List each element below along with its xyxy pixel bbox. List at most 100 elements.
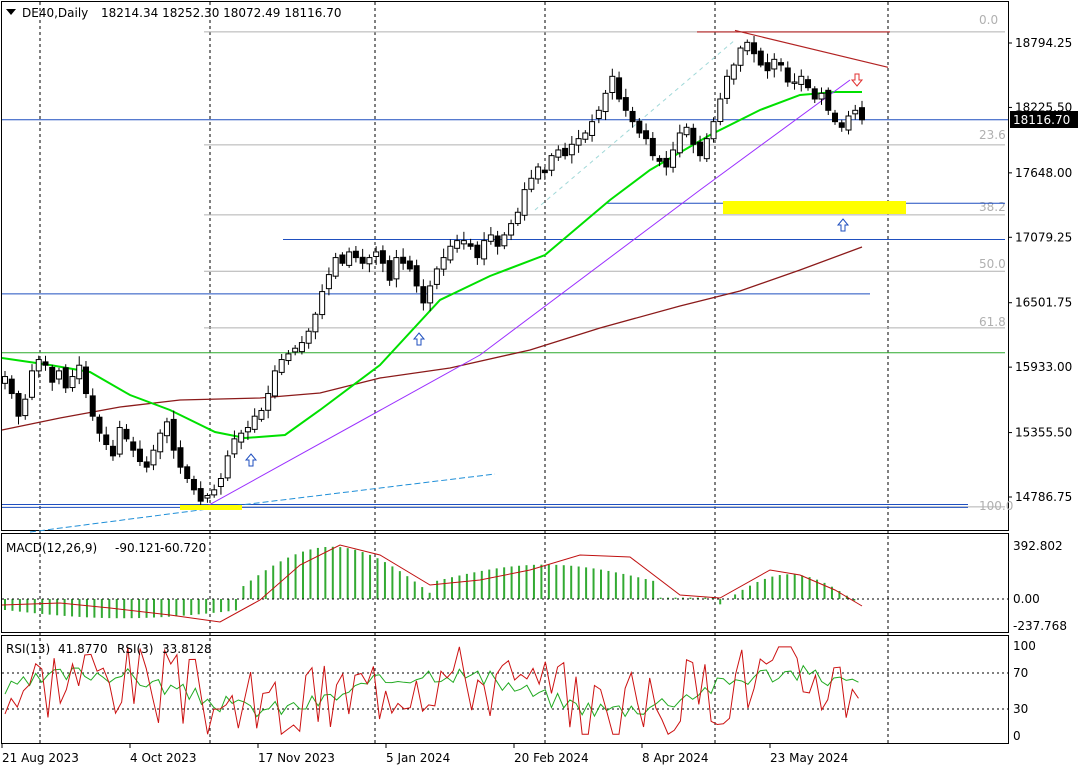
fib-label: 61.8 (979, 315, 1006, 329)
macd-indicator (1, 544, 1008, 623)
candle-body (548, 155, 555, 171)
candle-body (663, 157, 670, 168)
candle-body (325, 274, 332, 290)
candle-body (838, 122, 845, 128)
candle-body (379, 250, 386, 264)
candle-body (305, 330, 312, 344)
y-tick-label: 14786.75 (1015, 490, 1072, 504)
candle-body (157, 432, 164, 453)
candle-body (312, 313, 319, 333)
candle-body (184, 466, 191, 480)
light-dashed-line (534, 39, 736, 211)
candle-body (49, 366, 56, 383)
candle-body (832, 112, 839, 123)
candle-body (487, 234, 494, 242)
candle-body (116, 427, 123, 455)
candle-body (76, 364, 83, 380)
candle-body (109, 445, 116, 457)
candle-body (244, 427, 251, 433)
rsi-indicator (2, 646, 1008, 736)
chart-symbol: DE40,Daily (22, 6, 88, 20)
candle-body (447, 245, 454, 261)
candlesticks (2, 35, 865, 506)
candle-body (474, 244, 481, 259)
blue-dashed-line (29, 509, 201, 533)
candle-body (82, 366, 89, 395)
candle-body (784, 67, 791, 83)
x-axis: 21 Aug 2023 4 Oct 2023 17 Nov 2023 5 Jan 20… (1, 743, 848, 765)
candle-body (670, 149, 677, 168)
candle-body (703, 138, 710, 160)
current-price-badge (1010, 111, 1078, 128)
candle-body (69, 376, 76, 389)
candle-body (757, 50, 764, 66)
candle-body (28, 370, 35, 398)
candle-body (170, 418, 177, 451)
candle-body (609, 75, 616, 94)
candle-body (339, 254, 346, 264)
candle-body (562, 147, 569, 157)
candle-body (238, 432, 245, 443)
rsi-panel-frame (1, 635, 1009, 744)
candle-body (231, 438, 238, 455)
candle-body (386, 260, 393, 281)
y-axis: 18794.25 18225.50 17648.00 17079.25 16501.75… (1008, 36, 1072, 743)
candle-body (2, 376, 8, 384)
moving-averages (1, 39, 863, 533)
chart-ohlc: 18214.34 18252.30 18072.49 18116.70 (101, 6, 341, 20)
candle-body (42, 361, 49, 366)
candle-body (96, 416, 103, 434)
candle-body (528, 177, 535, 190)
candle-body (204, 494, 211, 499)
candle-body (352, 250, 359, 259)
candle-body (514, 211, 521, 225)
candle-body (481, 240, 488, 260)
candle-body (825, 89, 832, 111)
candle-body (643, 130, 650, 140)
current-price-text: 18116.70 (1013, 113, 1070, 127)
candle-body (710, 121, 717, 140)
candle-body (724, 75, 731, 99)
candle-body (494, 235, 501, 247)
candle-body (285, 353, 292, 362)
yellow-support-zone (723, 201, 906, 214)
rsi-y-tick-label: 0 (1013, 729, 1021, 743)
rsi13-value: 41.8770 (58, 642, 108, 656)
main-panel-frame (1, 1, 1009, 531)
candle-body (373, 251, 380, 257)
rsi3-label: RSI(3) (117, 642, 154, 656)
candle-body (89, 395, 96, 417)
candle-body (22, 398, 29, 417)
dropdown-triangle-icon[interactable] (6, 9, 16, 15)
candle-body (771, 58, 778, 70)
candle-body (778, 62, 785, 66)
rsi-y-tick-label: 30 (1013, 702, 1028, 716)
candle-body (271, 370, 278, 397)
fib-label: 23.6 (979, 128, 1006, 142)
candle-body (136, 448, 143, 463)
up-arrow-icon (412, 332, 426, 346)
candle-body (764, 62, 771, 72)
rsi13-line (4, 664, 859, 718)
fib-label: 38.2 (979, 200, 1006, 214)
candle-body (406, 260, 413, 270)
candle-body (791, 81, 798, 84)
rsi-y-tick-label: 70 (1013, 666, 1028, 680)
candle-body (393, 257, 400, 280)
candle-body (359, 256, 366, 264)
candle-body (265, 393, 272, 411)
candle-body (676, 132, 683, 154)
candle-body (602, 92, 609, 113)
x-tick-label: 5 Jan 2024 (386, 751, 450, 765)
candle-body (845, 115, 852, 131)
candle-body (400, 256, 407, 264)
purple-trend-line (199, 79, 851, 511)
candle-body (62, 367, 69, 389)
candle-body (595, 109, 602, 119)
blue-dashed-line (199, 473, 496, 511)
up-arrow-icon (244, 453, 258, 467)
candle-body (292, 347, 299, 353)
candle-body (690, 127, 697, 145)
candle-body (454, 240, 461, 249)
candle-body (575, 138, 582, 146)
